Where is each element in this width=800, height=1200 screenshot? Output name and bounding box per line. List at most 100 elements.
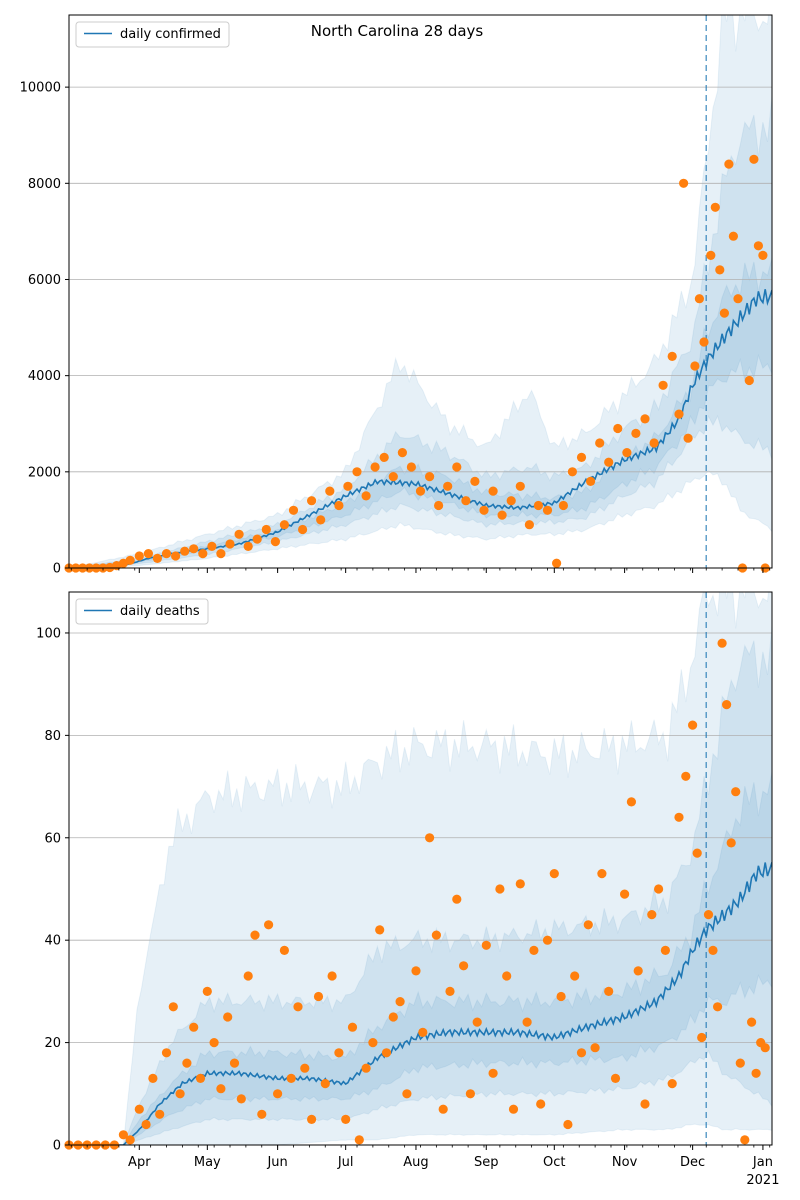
data-point <box>406 462 416 472</box>
data-point <box>257 1109 267 1119</box>
deaths-grid <box>69 632 772 1043</box>
data-point <box>375 925 385 935</box>
data-point <box>234 529 244 539</box>
data-point <box>236 1094 246 1104</box>
data-point <box>604 986 614 997</box>
data-point <box>461 496 471 506</box>
data-point <box>175 1089 185 1099</box>
data-point <box>465 1089 475 1099</box>
data-point <box>452 462 462 472</box>
data-point <box>334 1048 344 1058</box>
data-point <box>171 551 181 561</box>
data-point <box>361 491 371 501</box>
data-point <box>347 1022 358 1032</box>
data-point <box>683 433 693 443</box>
data-point <box>195 1073 206 1083</box>
data-point <box>189 544 199 554</box>
data-point <box>202 986 212 997</box>
data-point <box>699 337 709 347</box>
data-point <box>341 1114 351 1124</box>
data-point <box>715 265 725 275</box>
data-point <box>431 930 441 940</box>
data-point <box>397 448 407 458</box>
data-point <box>533 500 544 511</box>
data-point <box>613 423 623 434</box>
data-point <box>731 787 741 797</box>
data-point <box>515 879 525 889</box>
data-point <box>744 375 754 386</box>
data-point <box>724 159 734 169</box>
y-tick-label: 2000 <box>28 465 61 480</box>
data-point <box>726 838 736 848</box>
data-point <box>134 551 144 561</box>
data-point <box>542 505 553 515</box>
data-point <box>148 1073 158 1083</box>
data-point <box>316 515 326 525</box>
data-point <box>760 1043 770 1053</box>
y-tick-label: 80 <box>44 729 61 744</box>
data-point <box>443 481 453 491</box>
y-tick-label: 60 <box>44 831 61 846</box>
data-point <box>654 884 664 894</box>
y-tick-label: 10000 <box>20 81 61 96</box>
data-point <box>515 481 525 491</box>
x-tick-label: Jul <box>337 1155 354 1170</box>
y-tick-label: 20 <box>44 1036 61 1051</box>
data-point <box>261 524 271 535</box>
confirmed-axes: 0 2000 4000 6000 8000 10000 <box>20 14 773 577</box>
x-tick-label: Oct <box>543 1155 565 1170</box>
data-point <box>452 894 462 904</box>
data-point <box>293 1002 303 1012</box>
data-point <box>288 505 299 515</box>
data-point <box>749 154 759 164</box>
data-point <box>168 1002 178 1012</box>
data-point <box>243 971 253 981</box>
data-point <box>388 472 398 482</box>
data-point <box>522 1017 532 1027</box>
data-point <box>250 930 260 940</box>
band-outer <box>69 592 772 1145</box>
data-point <box>313 991 324 1002</box>
legend-label: daily deaths <box>120 604 200 619</box>
deaths-legend: daily deaths <box>75 598 209 625</box>
data-point <box>690 361 700 371</box>
data-point <box>320 1079 330 1089</box>
data-point <box>667 351 677 361</box>
data-point <box>590 1043 600 1053</box>
data-point <box>125 555 135 565</box>
data-point <box>180 546 190 556</box>
chart-title: North Carolina 28 days <box>311 22 484 40</box>
data-point <box>307 496 317 506</box>
data-point <box>459 961 469 971</box>
data-point <box>223 1012 233 1022</box>
data-point <box>713 1002 723 1012</box>
data-point <box>604 457 614 467</box>
data-point <box>415 486 426 496</box>
data-point <box>508 1104 519 1114</box>
deaths-chart-panel: 0 20 40 60 80 100 Apr May Jun Jul Aug Sep Oct Nov Dec J… <box>36 591 779 1188</box>
data-point <box>679 178 689 188</box>
data-point <box>445 986 455 997</box>
data-point <box>640 1099 650 1109</box>
x-tick-label: Apr <box>128 1155 151 1170</box>
data-point <box>640 414 650 424</box>
data-point <box>703 910 714 920</box>
y-tick-label: 0 <box>53 562 61 577</box>
data-point <box>681 771 691 781</box>
data-point <box>647 910 657 920</box>
band-mid <box>69 625 772 1145</box>
data-point <box>751 1068 761 1078</box>
data-point <box>207 541 217 552</box>
data-point <box>563 1119 573 1130</box>
data-point <box>125 1135 135 1145</box>
data-point <box>549 869 559 879</box>
confirmed-uncertainty-bands <box>69 15 772 568</box>
data-point <box>733 294 743 304</box>
data-point <box>479 505 489 515</box>
data-point <box>388 1012 398 1022</box>
data-point <box>622 448 632 458</box>
x-tick-label: Aug <box>403 1155 428 1170</box>
data-point <box>524 520 535 530</box>
data-point <box>354 1135 364 1145</box>
data-point <box>697 1032 707 1043</box>
